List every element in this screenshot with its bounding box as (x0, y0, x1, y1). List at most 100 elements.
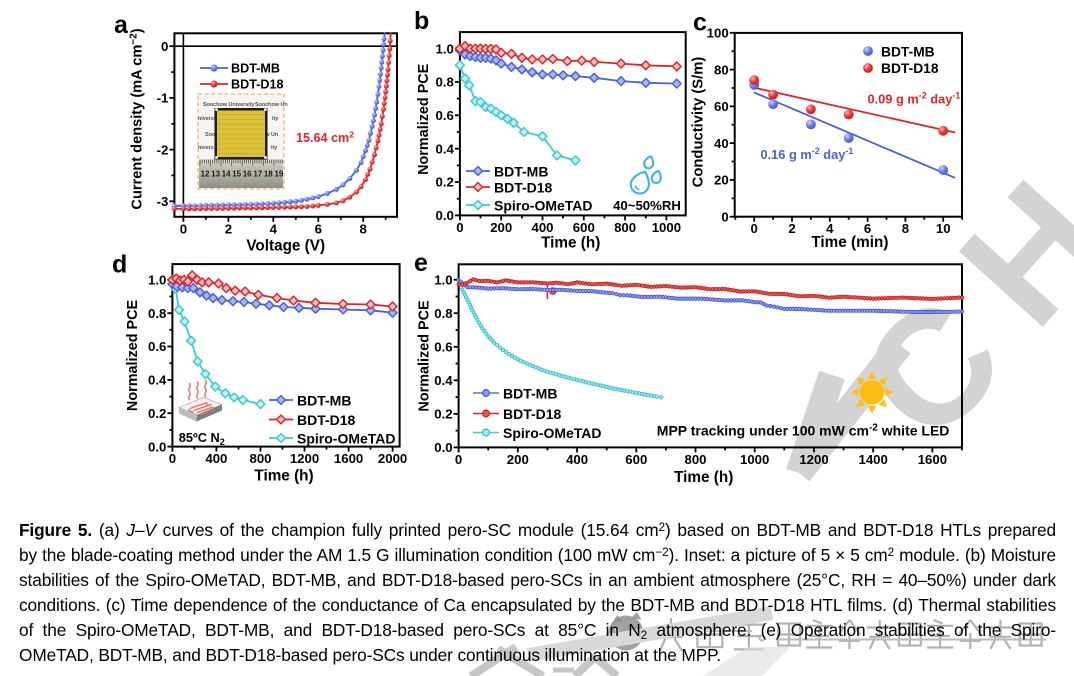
svg-text:-3: -3 (157, 194, 169, 209)
svg-text:BDT-MB: BDT-MB (231, 61, 280, 75)
svg-text:0.2: 0.2 (436, 175, 454, 190)
svg-text:c: c (693, 9, 707, 37)
svg-text:0.09 g m-2 day-1: 0.09 g m-2 day-1 (868, 91, 961, 107)
svg-text:0.8: 0.8 (148, 306, 166, 321)
svg-text:0.0: 0.0 (434, 440, 452, 455)
svg-text:1000: 1000 (652, 220, 681, 235)
svg-text:Soochow Un: Soochow Un (255, 102, 288, 108)
svg-text:Voltage (V): Voltage (V) (246, 238, 325, 255)
svg-text:0: 0 (721, 209, 728, 224)
svg-text:600: 600 (573, 220, 595, 235)
svg-text:0.6: 0.6 (434, 340, 452, 355)
svg-text:0.0: 0.0 (436, 208, 454, 223)
svg-text:Sooc: Sooc (205, 132, 218, 138)
svg-text:0: 0 (751, 221, 758, 236)
svg-text:0: 0 (455, 452, 462, 467)
svg-text:ity: ity (272, 116, 278, 122)
svg-text:400: 400 (566, 452, 588, 467)
svg-text:-1: -1 (157, 91, 169, 106)
svg-text:Time (min): Time (min) (811, 234, 888, 251)
svg-text:Time (h): Time (h) (541, 235, 600, 252)
svg-text:2: 2 (788, 221, 795, 236)
svg-text:0.8: 0.8 (436, 75, 454, 90)
svg-text:1400: 1400 (859, 452, 888, 467)
svg-text:0.2: 0.2 (434, 407, 452, 422)
svg-text:MPP tracking under 100 mW cm-2: MPP tracking under 100 mW cm-2 white LED (657, 423, 950, 439)
svg-text:15.64 cm2: 15.64 cm2 (296, 130, 354, 146)
svg-text:-2: -2 (157, 142, 169, 157)
svg-text:0.6: 0.6 (436, 108, 454, 123)
svg-text:Time (h): Time (h) (254, 468, 313, 485)
svg-text:BDT-MB: BDT-MB (297, 393, 351, 409)
svg-text:1600: 1600 (918, 452, 947, 467)
svg-text:12: 12 (201, 170, 210, 179)
svg-text:600: 600 (625, 452, 647, 467)
svg-text:10: 10 (936, 221, 951, 236)
svg-text:Time (h): Time (h) (674, 469, 733, 486)
svg-text:niversi: niversi (198, 116, 216, 122)
svg-text:Soochow University: Soochow University (203, 102, 255, 108)
svg-text:Normalized PCE: Normalized PCE (416, 63, 432, 175)
svg-text:1200: 1200 (799, 452, 828, 467)
svg-text:80: 80 (714, 62, 729, 77)
svg-text:Conductivity (S/m): Conductivity (S/m) (691, 57, 707, 188)
svg-text:4: 4 (826, 221, 834, 236)
svg-text:1.0: 1.0 (148, 273, 166, 288)
svg-text:BDT-D18: BDT-D18 (881, 61, 939, 76)
svg-text:800: 800 (614, 220, 636, 235)
svg-text:8: 8 (360, 221, 367, 236)
svg-text:4: 4 (270, 221, 278, 236)
svg-text:Normalized PCE: Normalized PCE (125, 300, 141, 412)
svg-text:400: 400 (205, 451, 227, 466)
svg-text:1.0: 1.0 (436, 41, 454, 56)
svg-text:ow Un: ow Un (262, 132, 278, 138)
svg-text:8: 8 (902, 221, 909, 236)
svg-text:b: b (414, 7, 429, 35)
svg-text:20: 20 (714, 173, 729, 188)
svg-text:0: 0 (456, 220, 463, 235)
svg-text:18: 18 (264, 170, 273, 179)
svg-text:0.4: 0.4 (436, 141, 455, 156)
svg-text:BDT-D18: BDT-D18 (494, 180, 553, 196)
svg-text:Spiro-OMeTAD: Spiro-OMeTAD (503, 425, 602, 441)
svg-text:60: 60 (714, 99, 729, 114)
svg-text:40: 40 (714, 136, 729, 151)
svg-text:2000: 2000 (378, 451, 407, 466)
svg-text:Spiro-OMeTAD: Spiro-OMeTAD (297, 431, 396, 447)
svg-text:200: 200 (507, 452, 529, 467)
svg-text:13: 13 (211, 170, 220, 179)
svg-text:16: 16 (243, 170, 252, 179)
svg-text:1000: 1000 (740, 452, 769, 467)
svg-text:BDT-MB: BDT-MB (503, 386, 557, 402)
svg-text:17: 17 (253, 170, 262, 179)
svg-text:Normalized PCE: Normalized PCE (417, 300, 433, 412)
svg-text:1600: 1600 (334, 451, 363, 466)
svg-text:0.0: 0.0 (148, 439, 166, 454)
svg-text:800: 800 (684, 452, 706, 467)
svg-text:BDT-MB: BDT-MB (494, 164, 548, 180)
svg-text:0.8: 0.8 (434, 306, 452, 321)
svg-text:ity: ity (271, 145, 277, 151)
svg-text:0.2: 0.2 (148, 406, 166, 421)
svg-text:nivers: nivers (198, 145, 214, 151)
svg-text:14: 14 (222, 170, 231, 179)
svg-text:40~50%RH: 40~50%RH (613, 198, 681, 213)
svg-text:BDT-D18: BDT-D18 (297, 412, 356, 428)
svg-text:1.0: 1.0 (434, 272, 452, 287)
svg-text:0.4: 0.4 (434, 373, 453, 388)
svg-text:0.4: 0.4 (148, 373, 167, 388)
svg-text:0: 0 (161, 39, 168, 54)
svg-text:Spiro-OMeTAD: Spiro-OMeTAD (494, 198, 593, 214)
svg-text:a: a (114, 11, 129, 39)
svg-text:1200: 1200 (290, 451, 319, 466)
svg-text:6: 6 (864, 221, 871, 236)
svg-text:d: d (112, 251, 127, 279)
svg-text:2: 2 (225, 221, 232, 236)
svg-text:200: 200 (490, 220, 512, 235)
svg-text:BDT-D18: BDT-D18 (231, 77, 283, 91)
svg-text:100: 100 (707, 26, 729, 41)
svg-text:e: e (414, 249, 428, 277)
svg-text:85ºC N2: 85ºC N2 (179, 430, 225, 447)
svg-text:BDT-MB: BDT-MB (881, 45, 935, 60)
svg-text:0: 0 (169, 451, 176, 466)
